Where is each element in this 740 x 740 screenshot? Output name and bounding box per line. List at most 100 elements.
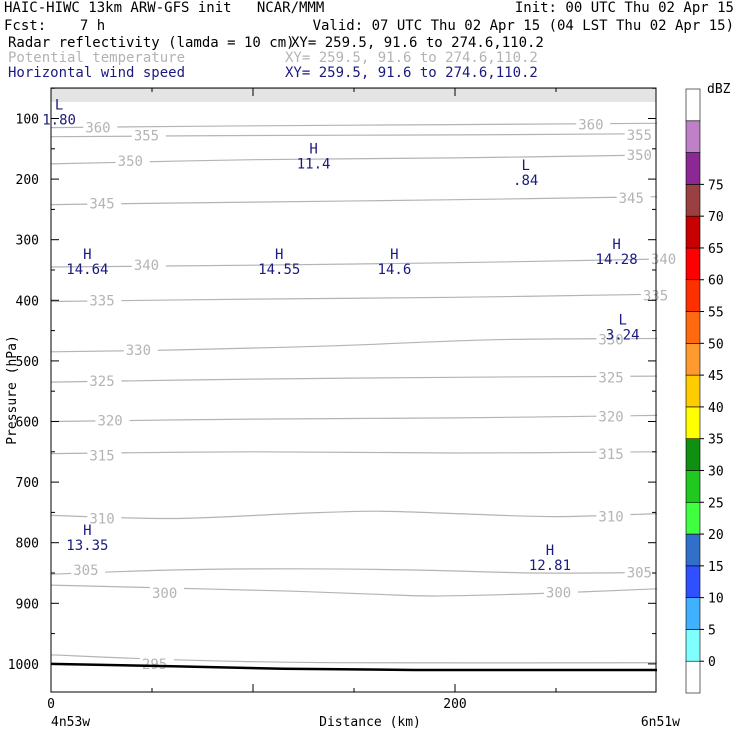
wind-extremum-value: 13.35 <box>66 538 108 554</box>
theta-label-340: 340 <box>134 258 159 274</box>
theta-contour-310 <box>50 510 658 520</box>
terrain-line <box>50 662 657 672</box>
x-tick-label: 200 <box>443 697 466 712</box>
theta-label-315: 315 <box>89 448 114 464</box>
wind-extremum-value: 14.6 <box>378 262 412 278</box>
theta-label-bg <box>131 127 166 143</box>
wind-extremum-value: 11.4 <box>297 157 331 173</box>
wind-extremum-value: .84 <box>513 173 538 189</box>
colorbar-swatch <box>685 279 701 312</box>
theta-label-bg <box>150 584 184 600</box>
y-tick-label: 900 <box>16 597 39 612</box>
colorbar-tick-label: 25 <box>708 496 724 511</box>
plot-axes: 100 200 300 400 500 600 700 800 900 1000 0 200 Dista… <box>5 87 680 730</box>
y-tick-label: 500 <box>16 355 39 370</box>
wind-extremum-marker: L <box>618 313 626 329</box>
theta-label-bg <box>596 446 631 462</box>
colorbar-swatch <box>685 120 701 153</box>
colorbar-swatch <box>685 215 701 249</box>
theta-contour-320 <box>50 414 658 423</box>
theta-contour-345 <box>50 196 658 206</box>
theta-label-300: 300 <box>546 585 571 601</box>
theta-label-315: 315 <box>598 447 623 463</box>
colorbar-swatch <box>685 629 701 662</box>
theta-label-345: 345 <box>89 196 114 212</box>
y-tick-label: 200 <box>16 173 39 188</box>
theta-label-310: 310 <box>89 511 114 527</box>
theta-label-bg <box>543 584 578 600</box>
colorbar-swatch <box>685 565 701 598</box>
colorbar-tick-label: 10 <box>708 592 724 607</box>
field-name-theta: Potential temperature <box>8 50 186 66</box>
theta-label-bg <box>640 287 675 303</box>
theta-label-325: 325 <box>89 374 114 390</box>
colorbar-tick-label: 30 <box>708 464 724 479</box>
wind-extremum-marker: H <box>309 142 317 158</box>
wind-extremum-marker: H <box>612 237 620 253</box>
colorbar-tick-label: 75 <box>708 178 724 193</box>
wind-extremum-marker: L <box>55 97 63 113</box>
colorbar-swatch <box>685 247 701 281</box>
theta-label-bg <box>596 331 631 347</box>
field-name-reflectivity: Radar reflectivity (lamda = 10 cm) <box>8 35 295 51</box>
colorbar-tick-label: 40 <box>708 401 724 416</box>
y-tick-label: 600 <box>16 416 39 431</box>
theta-label-bg <box>648 251 683 267</box>
theta-label-325: 325 <box>598 370 623 386</box>
model-title: HAIC-HIWC 13km ARW-GFS init NCAR/MMM <box>4 0 325 16</box>
x-right-endpoint-label: 6n51w <box>641 715 680 730</box>
wind-extremum-marker: H <box>83 523 91 539</box>
colorbar-swatch <box>685 406 701 439</box>
wind-extremum-marker: H <box>390 247 398 263</box>
theta-label-310: 310 <box>598 510 623 526</box>
field-xy-wind: XY= 259.5, 91.6 to 274.6,110.2 <box>285 65 538 81</box>
theta-label-bg <box>87 195 122 211</box>
theta-label-355: 355 <box>627 128 652 144</box>
x-axis-title: Distance (km) <box>319 715 421 730</box>
theta-contour-295 <box>50 654 658 664</box>
theta-label-bg <box>616 189 651 205</box>
colorbar-swatch <box>685 374 701 408</box>
colorbar-swatch <box>685 470 701 503</box>
x-left-endpoint-label: 4n53w <box>51 715 90 730</box>
colorbar-swatch <box>685 597 701 630</box>
wind-extremum-value: 14.55 <box>258 262 300 278</box>
y-tick-label: 100 <box>16 113 39 128</box>
theta-label-305: 305 <box>73 563 98 579</box>
y-tick-label: 800 <box>16 537 39 552</box>
theta-label-305: 305 <box>627 565 652 581</box>
wind-extremum-marker: H <box>83 247 91 263</box>
colorbar-swatch <box>685 311 701 344</box>
theta-label-bg <box>624 564 659 580</box>
colorbar-tick-label: 15 <box>708 560 724 575</box>
theta-label-355: 355 <box>134 128 159 144</box>
y-tick-label: 300 <box>16 234 39 249</box>
theta-label-bg <box>87 447 122 463</box>
colorbar-swatch <box>685 438 701 471</box>
theta-label-bg <box>624 126 659 142</box>
forecast-hour: Fcst: 7 h <box>4 18 106 34</box>
colorbar-swatch <box>685 660 701 694</box>
field-name-wind: Horizontal wind speed <box>8 65 186 81</box>
wind-extremum-value: 12.81 <box>529 558 571 574</box>
field-xy-theta: XY= 259.5, 91.6 to 274.6,110.2 <box>285 50 538 66</box>
theta-contours <box>50 122 658 664</box>
y-tick-label: 400 <box>16 294 39 309</box>
colorbar: 0 5 10 15 20 25 30 35 40 45 50 55 60 65 70 75 dBZ <box>685 82 731 694</box>
colorbar-swatch <box>685 88 701 122</box>
theta-contour-315 <box>50 451 658 455</box>
theta-label-bg <box>131 257 166 273</box>
colorbar-tick-label: 55 <box>708 306 724 321</box>
theta-contour-335 <box>50 293 658 303</box>
theta-label-320: 320 <box>598 410 623 426</box>
colorbar-swatch <box>685 152 701 185</box>
theta-label-bg <box>596 408 631 424</box>
theta-label-335: 335 <box>89 293 114 309</box>
theta-label-320: 320 <box>97 413 122 429</box>
theta-contour-360 <box>50 122 658 129</box>
theta-label-bg <box>624 146 659 162</box>
y-axis-title: Pressure (hPa) <box>5 335 20 445</box>
wind-extremum-value: 1.80 <box>42 112 76 128</box>
